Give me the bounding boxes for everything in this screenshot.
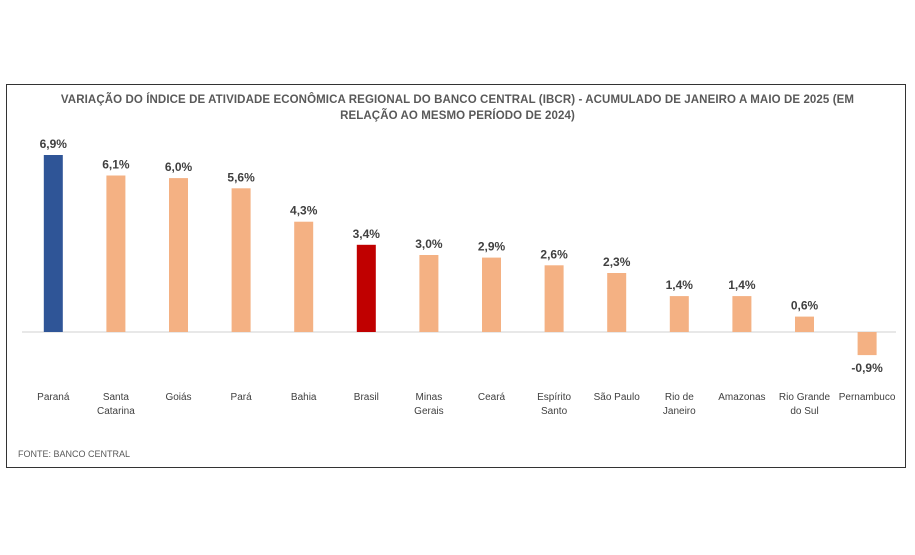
bar-7 [419, 255, 439, 332]
bar-6 [356, 244, 376, 332]
value-label-5: 4,3% [290, 204, 318, 218]
category-label-5: Bahia [291, 392, 317, 403]
value-label-2: 6,1% [102, 158, 130, 172]
category-label-13: Rio Grande do Sul [779, 392, 831, 417]
value-label-13: 0,6% [791, 299, 819, 313]
value-label-14: -0,9% [851, 361, 883, 375]
bar-11 [669, 296, 689, 332]
bar-3 [169, 178, 188, 332]
category-label-12: Amazonas [718, 392, 765, 403]
category-label-4: Pará [231, 392, 253, 403]
category-label-14: Pernambuco [839, 392, 896, 403]
category-labels-group: Paraná Santa Catarina Goiás Pará Bahia Brasil M… [37, 392, 896, 417]
source-note: FONTE: BANCO CENTRAL [18, 449, 131, 459]
bar-12 [732, 296, 752, 332]
bar-1 [43, 155, 63, 332]
category-label-6: Brasil [354, 392, 379, 403]
value-label-7: 3,0% [415, 237, 443, 251]
bar-4 [231, 188, 251, 332]
bar-5 [294, 221, 314, 332]
bar-9 [544, 265, 564, 332]
bar-14 [857, 332, 877, 356]
value-label-9: 2,6% [540, 247, 568, 261]
value-label-12: 1,4% [728, 278, 756, 292]
bar-10 [607, 273, 627, 332]
category-label-2: Santa Catarina [97, 392, 135, 417]
value-label-11: 1,4% [666, 278, 694, 292]
value-label-6: 3,4% [353, 227, 381, 241]
category-label-11: Rio de Janeiro [663, 392, 696, 417]
category-label-10: São Paulo [594, 392, 641, 403]
bar-13 [795, 316, 814, 332]
bar-8 [482, 257, 501, 332]
bars-group [43, 155, 877, 356]
value-label-8: 2,9% [478, 240, 506, 254]
chart-frame [6, 84, 906, 468]
category-label-7: Minas Gerais [414, 392, 443, 417]
bar-2 [106, 175, 126, 332]
category-label-9: Espírito Santo [537, 392, 571, 417]
value-label-10: 2,3% [603, 255, 631, 269]
category-label-3: Goiás [165, 392, 191, 403]
value-labels-group: 6,9% 6,1% 6,0% 5,6% 4,3% 3,4% 3,0% 2,9% 2,6% 2,3%… [40, 137, 883, 375]
value-label-3: 6,0% [165, 160, 193, 174]
chart-title: VARIAÇÃO DO ÍNDICE DE ATIVIDADE ECONÔMIC… [60, 94, 855, 122]
value-label-1: 6,9% [40, 137, 68, 151]
category-label-8: Ceará [478, 392, 506, 403]
value-label-4: 5,6% [227, 170, 255, 184]
category-label-1: Paraná [37, 392, 70, 403]
